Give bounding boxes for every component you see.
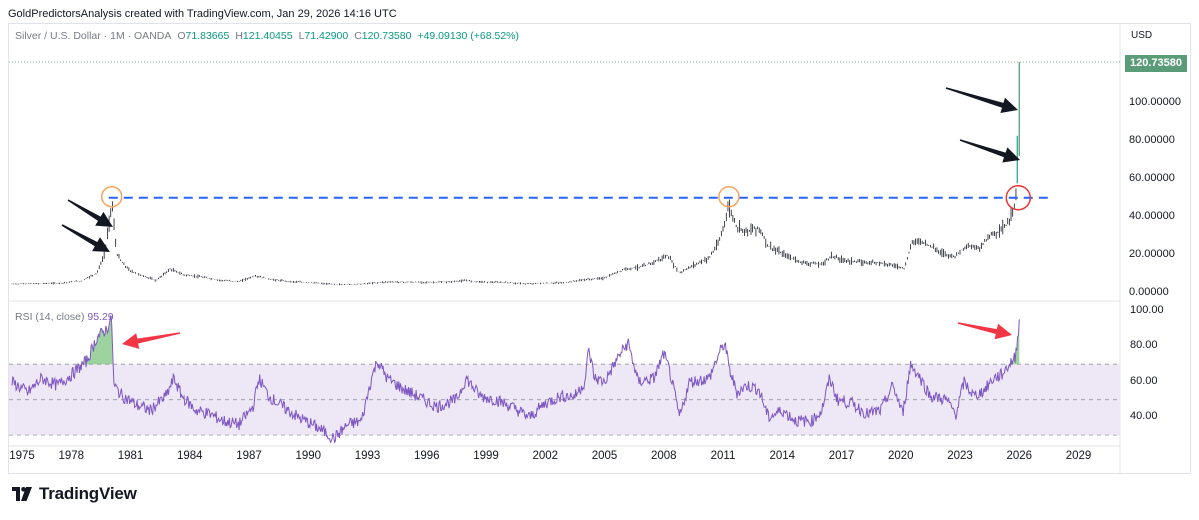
currency-label[interactable]: USD [1131, 30, 1153, 41]
rsi-tick-label: 80.00 [1130, 339, 1158, 352]
year-tick-label: 2020 [887, 450, 914, 462]
rsi-line [11, 315, 1020, 444]
red-arrow-1 [122, 332, 181, 349]
price-tick-label: 80.00000 [1129, 133, 1175, 146]
red-arrow-2 [957, 322, 1012, 340]
rsi-value: 95.29 [87, 311, 114, 323]
year-tick-label: 1981 [117, 450, 144, 462]
price-tick-label: 100.00000 [1129, 95, 1181, 108]
black-arrow-2 [61, 224, 110, 252]
peak-circle-1980 [100, 185, 123, 208]
tradingview-brand[interactable]: TradingView [12, 484, 137, 504]
black-arrow-1 [67, 199, 113, 227]
year-tick-label: 2023 [947, 450, 973, 462]
year-tick-label: 1993 [354, 450, 381, 462]
rsi-tick-label: 40.00 [1130, 410, 1158, 423]
open-label: O [177, 30, 186, 42]
rsi-tick-label: 100.00 [1130, 304, 1164, 316]
black-arrow-4 [959, 139, 1020, 163]
year-tick-label: 1987 [236, 450, 262, 462]
year-tick-label: 2011 [710, 450, 736, 462]
year-tick-label: 1999 [473, 450, 499, 462]
high-value: 121.40455 [242, 30, 293, 42]
year-tick-label: 1978 [58, 450, 85, 462]
low-label: L [298, 30, 305, 42]
symbol-legend: Silver / U.S. Dollar · 1M · OANDA O71.836… [15, 30, 519, 42]
symbol-name: Silver / U.S. Dollar · 1M · OANDA [15, 30, 172, 42]
year-tick-label: 2002 [532, 450, 559, 462]
rsi-tick-label: 60.00 [1130, 374, 1158, 387]
low-value: 71.42900 [304, 30, 349, 42]
change-value: +49.09130 (+68.52%) [417, 30, 520, 42]
open-value: 71.83665 [185, 30, 230, 42]
year-tick-label: 2026 [1006, 450, 1033, 462]
year-tick-label: 2017 [828, 450, 855, 462]
grid [9, 24, 1121, 473]
close-label: C [354, 30, 362, 42]
year-tick-label: 1984 [176, 450, 203, 462]
price-tick-label: 20.00000 [1129, 247, 1175, 260]
price-tick-label: 60.00000 [1129, 171, 1175, 184]
last-price-tag: 120.73580 [1125, 55, 1187, 72]
year-tick-label: 2008 [650, 450, 677, 462]
chart-frame [8, 23, 1191, 474]
price-tick-label: 0.00000 [1129, 286, 1169, 298]
rsi-series [11, 315, 1020, 444]
annotations [61, 87, 1053, 349]
peak-circle-2011 [718, 185, 740, 208]
year-tick-label: 1990 [295, 450, 322, 462]
year-tick-label: 1996 [413, 450, 440, 462]
rsi-legend: RSI (14, close) 95.29 [15, 311, 114, 323]
black-arrow-3 [945, 87, 1018, 113]
close-value: 120.73580 [361, 30, 412, 42]
breakout-circle-2026 [1005, 184, 1032, 211]
price-tick-label: 40.00000 [1129, 209, 1175, 222]
year-tick-label: 2014 [769, 450, 796, 462]
price-candles [11, 62, 1020, 286]
year-tick-label: 2005 [591, 450, 618, 462]
tradingview-logo-icon [12, 487, 32, 501]
year-tick-label: 2029 [1065, 450, 1092, 462]
rsi-overbought-fill-1980 [84, 315, 113, 365]
brand-name: TradingView [39, 484, 137, 503]
rsi-overbought-fill-2026 [1011, 319, 1020, 365]
chart-credit: GoldPredictorsAnalysis created with Trad… [8, 8, 397, 20]
high-label: H [235, 30, 243, 42]
rsi-label: RSI (14, close) [15, 311, 85, 323]
year-tick-label: 1975 [9, 450, 35, 462]
